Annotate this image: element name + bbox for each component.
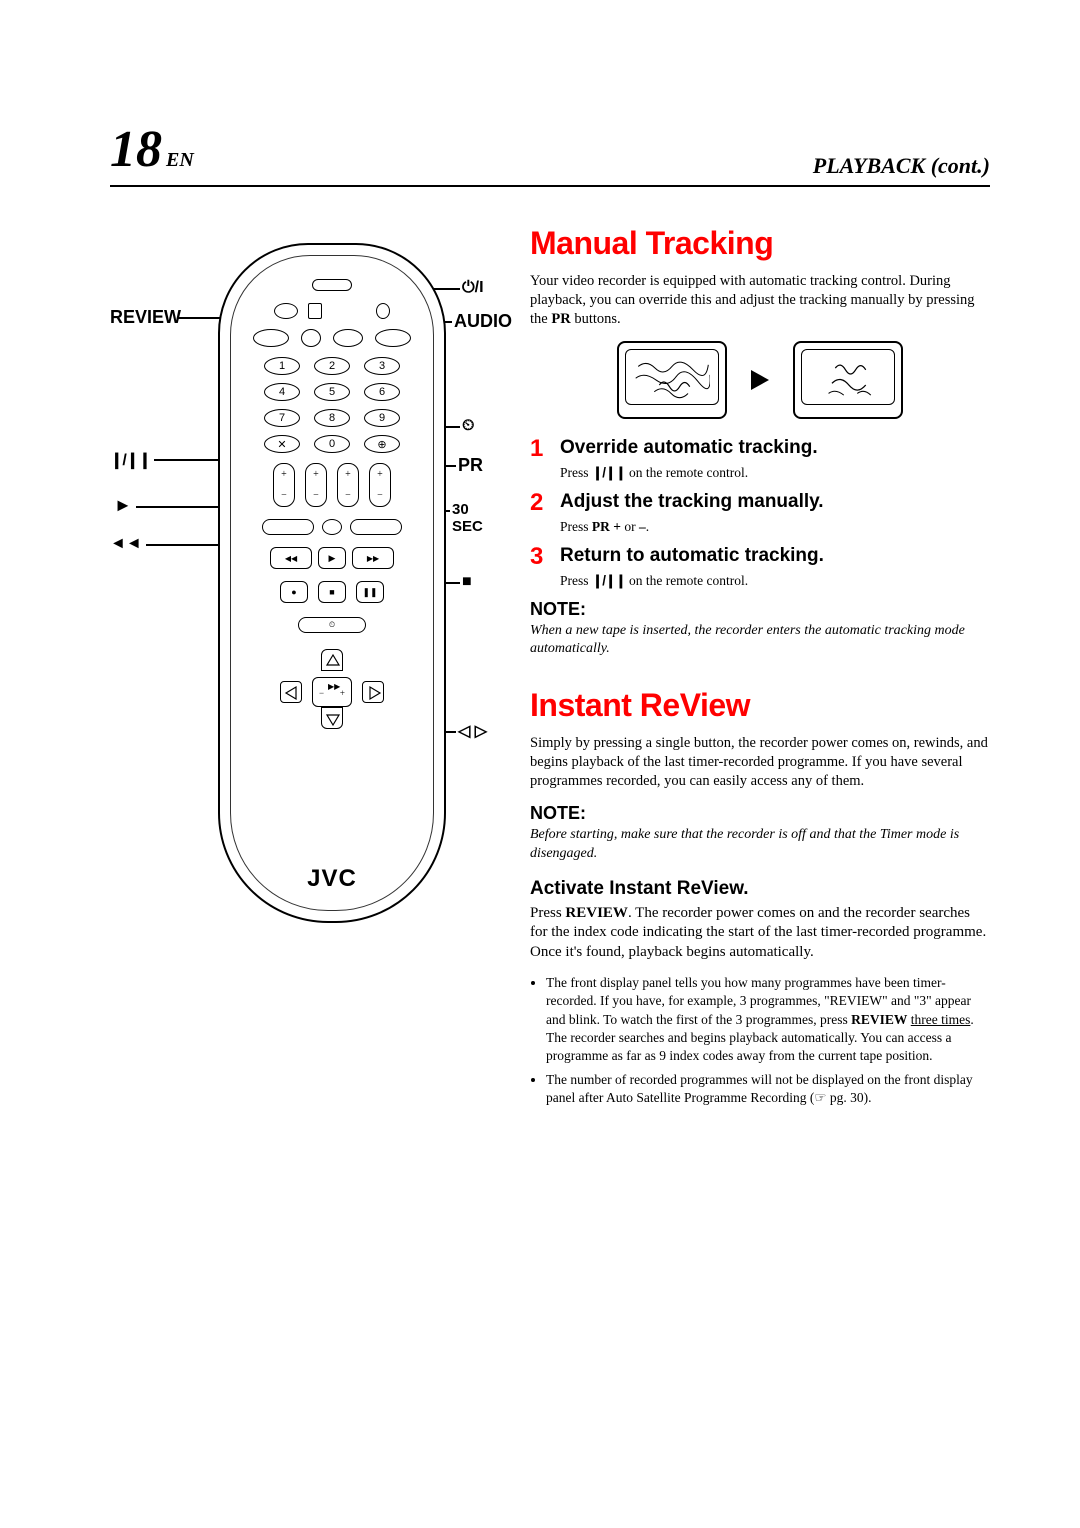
numpad-7: 7 xyxy=(264,409,300,427)
step-2: 2 Adjust the tracking manually. Press PR … xyxy=(530,491,990,535)
step-1-num: 1 xyxy=(530,437,550,461)
page-number-value: 18 xyxy=(110,121,162,178)
page-number: 18EN xyxy=(110,120,194,179)
note-body-2: Before starting, make sure that the reco… xyxy=(530,826,990,864)
tracking-diagram xyxy=(530,341,990,419)
activate-para: Press REVIEW. The recorder power comes o… xyxy=(530,904,990,963)
callout-still-icon: ❙/❙❙ xyxy=(110,450,151,470)
section-title: PLAYBACK (cont.) xyxy=(813,153,990,179)
remote-body: 123 456 789 ✕0⊕ +− +− +− +− xyxy=(218,243,446,923)
instant-review-title: Instant ReView xyxy=(530,687,990,724)
manual-tracking-intro: Your video recorder is equipped with aut… xyxy=(530,272,990,329)
callout-stop-icon: ■ xyxy=(462,573,472,591)
numpad-1: 1 xyxy=(264,357,300,375)
step-1-title: Override automatic tracking. xyxy=(560,437,818,459)
page-lang: EN xyxy=(166,149,194,171)
manual-tracking-title: Manual Tracking xyxy=(530,225,990,262)
step-1-body: Press ❙/❙❙ on the remote control. xyxy=(560,465,990,481)
callout-leftright-icon: ◁ ▷ xyxy=(458,721,487,741)
numpad-aux: ⊕ xyxy=(364,435,400,453)
numpad-4: 4 xyxy=(264,383,300,401)
callout-review: REVIEW xyxy=(110,307,181,328)
numpad-2: 2 xyxy=(314,357,350,375)
tv-clear-icon xyxy=(793,341,903,419)
arrow-icon xyxy=(751,370,769,390)
callout-power-icon: ⏻/I xyxy=(462,279,484,297)
step-1: 1 Override automatic tracking. Press ❙/❙❙… xyxy=(530,437,990,481)
numpad-6: 6 xyxy=(364,383,400,401)
instant-review-intro: Simply by pressing a single button, the … xyxy=(530,734,990,791)
bullet-1: The front display panel tells you how ma… xyxy=(546,974,990,1065)
numpad-0: 0 xyxy=(314,435,350,453)
step-3-title: Return to automatic tracking. xyxy=(560,545,824,567)
step-2-body: Press PR + or –. xyxy=(560,519,990,535)
callout-rew-icon: ◄◄ xyxy=(110,535,142,553)
bullet-list: The front display panel tells you how ma… xyxy=(546,974,990,1108)
step-2-num: 2 xyxy=(530,491,550,515)
tv-noisy-icon xyxy=(617,341,727,419)
note-body-1: When a new tape is inserted, the recorde… xyxy=(530,622,990,660)
numpad-5: 5 xyxy=(314,383,350,401)
note-heading-1: NOTE: xyxy=(530,599,990,620)
numpad-8: 8 xyxy=(314,409,350,427)
callout-pr: PR xyxy=(458,455,483,476)
note-heading-2: NOTE: xyxy=(530,803,990,824)
callout-play-icon: ► xyxy=(114,495,132,516)
numpad-3: 3 xyxy=(364,357,400,375)
page-header: 18EN PLAYBACK (cont.) xyxy=(110,120,990,187)
numpad-x: ✕ xyxy=(264,435,300,453)
bullet-2: The number of recorded programmes will n… xyxy=(546,1071,990,1107)
step-3-num: 3 xyxy=(530,545,550,569)
remote-illustration: REVIEW ❙/❙❙ ► ◄◄ ⏻/I AUDIO ⏲ PR 30 SEC xyxy=(110,225,490,955)
callout-clock-icon: ⏲ xyxy=(462,417,474,435)
step-3-body: Press ❙/❙❙ on the remote control. xyxy=(560,573,990,589)
callout-30sec: 30 SEC xyxy=(452,501,490,535)
activate-subheading: Activate Instant ReView. xyxy=(530,878,990,900)
callout-audio: AUDIO xyxy=(454,311,512,332)
step-3: 3 Return to automatic tracking. Press ❙/❙… xyxy=(530,545,990,589)
step-2-title: Adjust the tracking manually. xyxy=(560,491,824,513)
brand-logo: JVC xyxy=(220,865,444,893)
numpad-9: 9 xyxy=(364,409,400,427)
